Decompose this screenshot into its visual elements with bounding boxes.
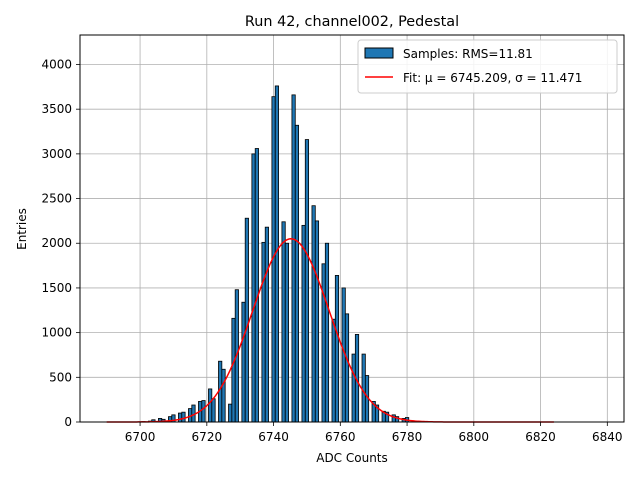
histogram-bar bbox=[284, 242, 289, 423]
x-tick-label: 6780 bbox=[392, 430, 423, 444]
histogram-bar bbox=[264, 226, 269, 423]
histogram-bar bbox=[178, 412, 183, 423]
legend-box bbox=[357, 39, 618, 94]
y-tick-label: 1000 bbox=[41, 326, 72, 340]
histogram-bar bbox=[291, 94, 296, 423]
histogram-bar bbox=[221, 368, 226, 423]
histogram-bar bbox=[301, 224, 306, 423]
x-tick-label: 6840 bbox=[592, 430, 623, 444]
legend: Samples: RMS=11.81 Fit: μ = 6745.209, σ … bbox=[357, 39, 618, 94]
fit-curve-layer bbox=[106, 238, 554, 423]
y-tick-label: 3500 bbox=[41, 102, 72, 116]
histogram-bar bbox=[201, 400, 206, 423]
y-tick-label: 0 bbox=[64, 415, 72, 429]
x-tick-label: 6740 bbox=[258, 430, 289, 444]
grid bbox=[80, 35, 624, 423]
x-tick-label: 6820 bbox=[525, 430, 556, 444]
gaussian-fit-line bbox=[106, 238, 554, 423]
histogram-bar bbox=[294, 124, 300, 423]
histogram-bar bbox=[321, 263, 326, 423]
histogram-bar bbox=[361, 353, 366, 423]
legend-fit-label: Fit: μ = 6745.209, σ = 11.471 bbox=[403, 71, 582, 85]
histogram-bar bbox=[334, 275, 340, 423]
histogram-bar bbox=[241, 301, 246, 423]
y-tick-label: 500 bbox=[49, 370, 72, 384]
x-axis-ticks: 6700 6720 6740 6760 6780 6800 6820 6840 bbox=[125, 422, 623, 444]
y-axis-label: Entries bbox=[15, 208, 29, 250]
y-tick-label: 2000 bbox=[41, 236, 72, 250]
histogram-bar bbox=[181, 411, 186, 423]
x-tick-label: 6800 bbox=[459, 430, 490, 444]
y-tick-label: 1500 bbox=[41, 281, 72, 295]
chart-title: Run 42, channel002, Pedestal bbox=[245, 14, 459, 30]
histogram-bar bbox=[251, 153, 256, 423]
histogram-bar bbox=[211, 398, 216, 423]
legend-samples-label: Samples: RMS=11.81 bbox=[403, 47, 533, 61]
histogram-bar bbox=[344, 313, 350, 423]
histogram-bar bbox=[324, 242, 330, 423]
histogram-bar bbox=[304, 139, 310, 423]
legend-samples-swatch bbox=[364, 47, 394, 59]
histogram-bar bbox=[314, 220, 320, 423]
histogram-bar bbox=[228, 403, 233, 423]
histogram-bar bbox=[244, 217, 249, 423]
x-tick-label: 6700 bbox=[125, 430, 156, 444]
plot-frame bbox=[79, 34, 625, 423]
x-axis-label: ADC Counts bbox=[316, 451, 388, 465]
histogram-bar bbox=[208, 388, 213, 423]
y-axis-ticks: 0 500 1000 1500 2000 2500 3000 3500 4000 bbox=[41, 57, 80, 429]
histogram-bar bbox=[261, 241, 266, 423]
histogram-bar bbox=[231, 317, 236, 423]
x-tick-label: 6760 bbox=[325, 430, 356, 444]
y-tick-label: 4000 bbox=[41, 57, 72, 71]
x-tick-label: 6720 bbox=[192, 430, 223, 444]
y-tick-label: 2500 bbox=[41, 192, 72, 206]
histogram-bar bbox=[351, 353, 356, 423]
histogram-bar bbox=[331, 318, 336, 423]
histogram-bar bbox=[254, 148, 259, 423]
histogram-bar bbox=[281, 221, 286, 423]
y-tick-label: 3000 bbox=[41, 147, 72, 161]
histogram-bar bbox=[311, 205, 316, 423]
